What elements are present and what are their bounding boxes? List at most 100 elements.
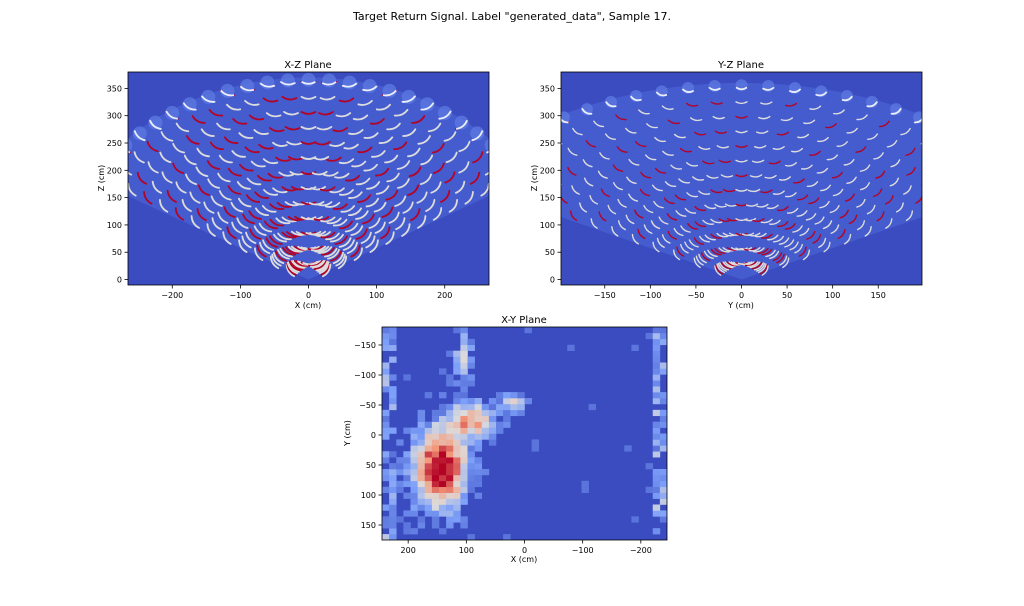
yz-outer-echo: [708, 86, 721, 91]
yz-echo-mark: [820, 184, 832, 192]
xy-heat-cell: [481, 433, 490, 440]
yz-echo-mark: [639, 188, 651, 197]
yz-echo-mark: [792, 178, 805, 184]
xz-echo-mark: [313, 215, 330, 222]
xz-echo-mark: [254, 191, 269, 199]
xy-heat-cell: [467, 374, 475, 381]
xy-heat-cell: [503, 398, 511, 405]
yz-outer-echo: [561, 116, 569, 124]
xz-xtick-label: −100: [229, 291, 251, 300]
yz-echo-mark: [643, 204, 654, 214]
yz-echo-mark: [958, 157, 966, 166]
yz-outer-bubble: [991, 155, 1003, 167]
yz-echo-mark: [735, 145, 748, 148]
xy-heat-cell: [652, 480, 661, 488]
xy-heat-cell: [467, 427, 475, 434]
yz-outer-echo: [655, 91, 668, 97]
yz-outer-echo: [957, 136, 966, 145]
yz-echo-mark: [694, 131, 707, 136]
xy-heat-cell: [467, 415, 475, 422]
xy-heat-cell: [453, 510, 461, 517]
xz-echo-mark: [269, 255, 280, 270]
yz-echo-mark: [597, 170, 608, 179]
xz-echo-mark: [445, 151, 458, 164]
xy-heat-cell: [453, 327, 461, 334]
xz-echo-mark: [264, 220, 279, 230]
xz-echo-mark: [338, 237, 352, 248]
xz-echo-mark: [279, 247, 293, 258]
xz-echo-mark: [347, 207, 363, 216]
xy-heat-cell: [652, 338, 661, 346]
xy-heat-cell: [410, 510, 418, 517]
yz-outer-bubble: [497, 143, 509, 155]
yz-echo-mark: [579, 202, 588, 213]
xz-echo-mark: [277, 249, 290, 260]
yz-outer-echo: [994, 159, 1002, 169]
xy-heat-cell: [417, 427, 426, 434]
yz-echo-mark: [680, 225, 691, 233]
xz-echo-mark: [261, 205, 277, 213]
xz-echo-mark: [316, 201, 333, 207]
xy-heat-cell: [382, 421, 390, 428]
xy-heat-cell: [382, 469, 390, 476]
xy-heat-cell: [403, 510, 411, 517]
xy-heat-cell: [652, 445, 661, 452]
yz-echo-mark: [778, 176, 791, 181]
xz-ytick-label: 150: [107, 194, 122, 203]
yz-echo-mark: [940, 166, 948, 175]
xy-ylabel: Y (cm): [343, 420, 352, 447]
yz-outer-echo: [841, 95, 853, 102]
xy-heat-cell: [496, 392, 504, 399]
yz-echo-mark: [752, 247, 765, 253]
xy-heat-cell: [460, 392, 468, 399]
xy-heat-cell: [382, 457, 390, 464]
yz-echo-mark: [644, 154, 657, 161]
yz-echo-mark: [768, 160, 781, 165]
xy-heat-cell: [652, 392, 661, 399]
yz-echo-mark: [757, 247, 769, 254]
xy-heat-cell: [431, 433, 440, 440]
xz-echo-mark: [254, 207, 270, 216]
xz-echo-mark: [318, 111, 334, 116]
xy-heat-cell: [389, 504, 397, 511]
xz-echo-mark: [464, 190, 474, 205]
yz-echo-mark: [567, 147, 578, 156]
yz-echo-mark: [638, 109, 650, 115]
xz-outer-echo: [128, 141, 131, 154]
xy-heat-cell: [581, 480, 589, 488]
yz-echo-mark: [866, 204, 876, 215]
xz-echo-mark: [315, 260, 329, 272]
xy-heat-cell: [517, 392, 525, 399]
xy-heat-cell: [417, 421, 426, 428]
xy-heat-cell: [417, 439, 426, 446]
yz-echo-mark: [885, 218, 893, 229]
xy-heat-cell: [424, 504, 433, 511]
xz-outer-bubble: [437, 105, 452, 120]
xz-echo-mark: [248, 210, 262, 220]
xz-echo-mark: [256, 174, 272, 182]
xy-heat-cell: [417, 409, 426, 417]
xz-echo-mark: [239, 163, 254, 172]
xz-echo-mark: [375, 185, 390, 195]
xy-heat-cell: [424, 510, 433, 517]
xz-echo-mark: [262, 97, 279, 103]
xz-echo-mark: [161, 171, 173, 184]
xy-heat-cell: [453, 516, 461, 523]
yz-echo-mark: [707, 249, 718, 258]
yz-echo-mark: [735, 174, 748, 178]
xy-heat-cell: [453, 474, 461, 482]
xz-echo-mark: [375, 103, 391, 111]
xy-heat-cell: [389, 392, 397, 399]
yz-echo-mark: [889, 177, 900, 187]
xy-plane-axes: X-Y Plane X (cm) Y (cm) 200 100 0 −100 −200 −…: [343, 315, 668, 564]
xz-echo-mark: [238, 132, 254, 139]
xz-echo-mark: [352, 114, 369, 121]
yz-echo-mark: [663, 197, 675, 205]
xy-heat-cell: [488, 427, 497, 434]
xy-heat-cell: [659, 327, 667, 334]
xz-outer-echo: [321, 81, 337, 86]
xz-outer-bubble: [498, 151, 512, 165]
xz-echo-mark: [267, 172, 283, 179]
yz-echo-mark: [744, 261, 757, 267]
xy-heat-cell: [460, 356, 468, 363]
